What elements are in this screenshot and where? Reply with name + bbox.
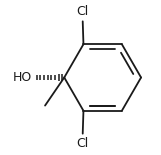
Text: Cl: Cl [77,137,89,150]
Text: HO: HO [13,71,33,84]
Text: Cl: Cl [77,5,89,18]
